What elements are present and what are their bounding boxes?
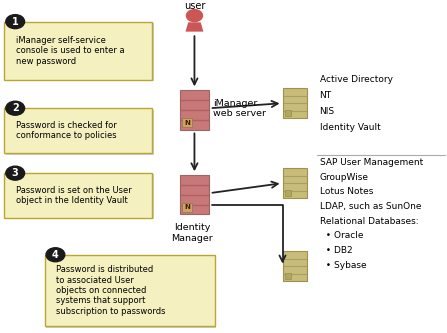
FancyBboxPatch shape [181,176,210,215]
FancyBboxPatch shape [285,89,308,119]
Text: • Oracle: • Oracle [320,231,363,240]
FancyBboxPatch shape [180,175,209,214]
Text: LDAP, such as SunOne: LDAP, such as SunOne [320,202,421,211]
Circle shape [6,166,25,180]
Circle shape [6,15,25,29]
Text: iManager
web server: iManager web server [213,99,266,118]
FancyBboxPatch shape [6,110,154,155]
FancyBboxPatch shape [180,90,209,130]
Text: user: user [184,1,205,11]
Text: Active Directory: Active Directory [320,75,392,84]
Text: SAP User Management: SAP User Management [320,158,423,167]
FancyBboxPatch shape [4,22,152,80]
FancyBboxPatch shape [46,256,216,328]
Text: Password is checked for
conformance to policies: Password is checked for conformance to p… [16,121,116,141]
Text: N: N [184,204,190,210]
Text: Relational Databases:: Relational Databases: [320,217,418,226]
FancyBboxPatch shape [285,110,291,116]
FancyBboxPatch shape [283,168,307,198]
FancyBboxPatch shape [285,190,291,196]
FancyBboxPatch shape [285,169,308,199]
FancyBboxPatch shape [6,174,154,219]
FancyBboxPatch shape [181,91,210,131]
Text: GroupWise: GroupWise [320,173,369,182]
FancyBboxPatch shape [285,273,291,279]
Text: Identity
Manager: Identity Manager [171,223,213,242]
Text: N: N [184,120,190,126]
Text: 1: 1 [12,17,19,27]
Text: Password is set on the User
object in the Identity Vault: Password is set on the User object in th… [16,186,131,205]
FancyBboxPatch shape [283,251,307,281]
FancyBboxPatch shape [182,203,192,212]
Text: Identity Vault: Identity Vault [320,123,380,132]
FancyBboxPatch shape [285,252,308,282]
Circle shape [6,101,25,115]
Text: • Sybase: • Sybase [320,261,366,270]
FancyBboxPatch shape [4,108,152,153]
FancyBboxPatch shape [45,255,215,326]
FancyBboxPatch shape [6,23,154,81]
Circle shape [186,10,202,22]
Text: NIS: NIS [320,107,335,116]
Text: 4: 4 [52,250,59,260]
Text: 3: 3 [12,168,19,178]
Polygon shape [186,22,203,32]
Text: NT: NT [320,91,332,100]
FancyBboxPatch shape [182,118,192,127]
Text: 2: 2 [12,103,19,113]
Text: Password is distributed
to associated User
objects on connected
systems that sup: Password is distributed to associated Us… [56,265,165,316]
Text: • DB2: • DB2 [320,246,352,255]
FancyBboxPatch shape [283,88,307,118]
Text: iManager self-service
console is used to enter a
new password: iManager self-service console is used to… [16,36,124,66]
Text: Lotus Notes: Lotus Notes [320,187,373,196]
FancyBboxPatch shape [4,173,152,218]
Circle shape [46,248,65,262]
